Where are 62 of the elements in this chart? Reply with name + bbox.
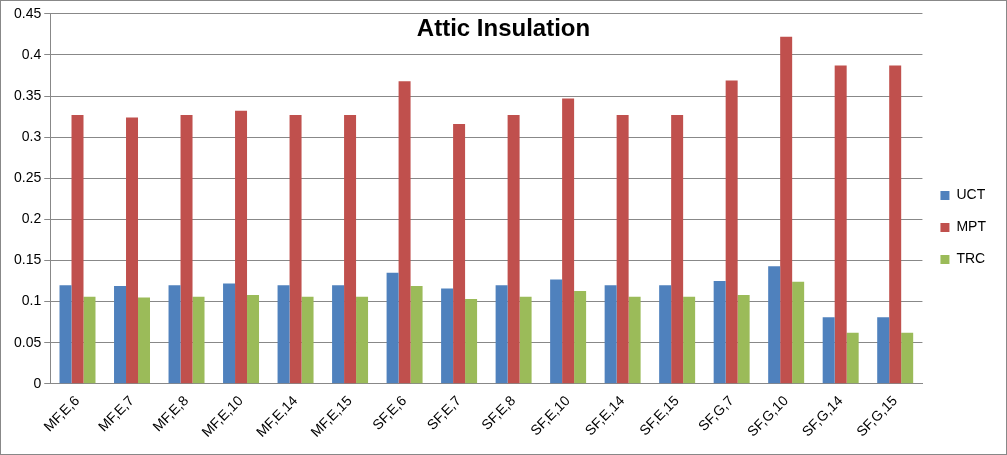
bar xyxy=(247,295,260,384)
bar xyxy=(780,36,793,384)
bar xyxy=(671,114,684,384)
bar xyxy=(289,114,302,384)
y-tick-label: 0.35 xyxy=(14,86,42,103)
bar xyxy=(768,266,781,384)
bar xyxy=(604,285,617,384)
bar xyxy=(59,285,72,384)
bar xyxy=(453,123,466,384)
bar xyxy=(562,98,575,384)
legend-label: UCT xyxy=(956,186,986,203)
bar xyxy=(846,332,859,384)
bar xyxy=(834,65,847,384)
bar xyxy=(138,297,151,384)
bar xyxy=(192,296,205,384)
y-tick-label: 0.3 xyxy=(21,128,42,144)
bar xyxy=(737,295,750,384)
bar xyxy=(114,285,127,384)
bar xyxy=(71,114,84,384)
bar xyxy=(877,317,890,384)
bar xyxy=(83,296,96,384)
bar xyxy=(659,285,672,384)
bar xyxy=(550,279,563,384)
bar xyxy=(889,65,902,384)
bar xyxy=(441,288,454,384)
y-tick-label: 0.05 xyxy=(14,333,42,350)
y-tick-label: 0.25 xyxy=(14,169,42,186)
y-tick-label: 0.2 xyxy=(21,210,42,227)
bar xyxy=(356,296,369,384)
bar xyxy=(519,296,532,384)
bar xyxy=(332,285,345,384)
bar xyxy=(235,110,248,384)
bar xyxy=(223,283,236,384)
bar xyxy=(713,281,726,384)
bar xyxy=(344,114,357,384)
bar xyxy=(277,285,290,384)
bar xyxy=(616,114,629,384)
y-tick-label: 0.1 xyxy=(21,292,42,309)
bar xyxy=(725,80,738,384)
y-tick-label: 0.4 xyxy=(21,45,42,62)
legend-label: TRC xyxy=(956,250,986,267)
bar xyxy=(386,272,399,384)
y-tick-label: 0.15 xyxy=(14,251,42,268)
bar xyxy=(168,285,181,384)
bar xyxy=(574,290,587,384)
bar xyxy=(398,81,411,384)
bar xyxy=(465,299,478,384)
chart-title: Attic Insulation xyxy=(416,14,591,42)
y-tick-label: 0 xyxy=(33,374,42,391)
legend-label: MPT xyxy=(956,218,987,235)
bar xyxy=(901,332,914,384)
bar xyxy=(410,285,423,384)
bar xyxy=(180,114,193,384)
bar xyxy=(683,296,696,384)
bar xyxy=(126,117,139,384)
bar xyxy=(301,296,314,384)
bar xyxy=(495,285,508,384)
bar xyxy=(822,317,835,384)
bar xyxy=(507,114,520,384)
bar xyxy=(628,296,641,384)
bar xyxy=(792,281,805,384)
y-tick-label: 0.45 xyxy=(14,4,42,21)
